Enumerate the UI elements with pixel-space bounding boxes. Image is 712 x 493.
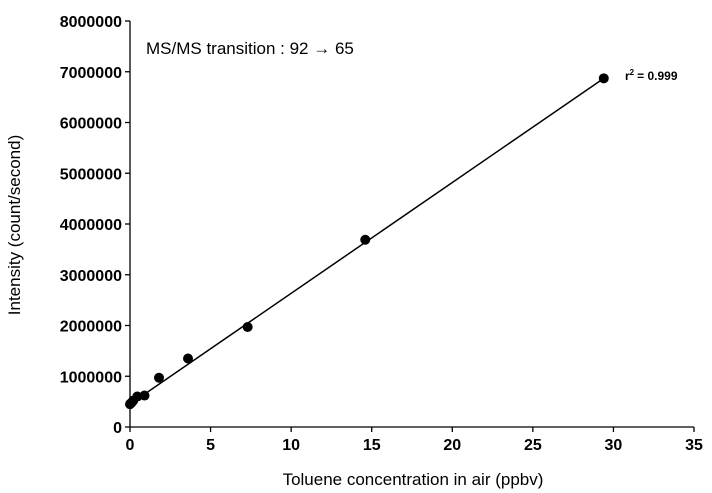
y-tick-label: 6000000: [60, 116, 122, 133]
data-point: [360, 234, 371, 245]
data-point: [242, 322, 253, 333]
x-tick-label: 30: [605, 437, 623, 454]
r-squared-value: = 0.999: [637, 69, 678, 83]
labels: Toluene concentration in air (ppbv) Inte…: [5, 39, 678, 489]
y-tick-label: 0: [113, 420, 122, 437]
data-point: [139, 390, 150, 401]
y-tick-label: 8000000: [60, 14, 122, 31]
x-tick-label: 10: [282, 437, 300, 454]
x-axis-title: Toluene concentration in air (ppbv): [283, 470, 544, 489]
y-tick-label: 2000000: [60, 319, 122, 336]
y-tick-label: 4000000: [60, 217, 122, 234]
r-squared-r: r: [625, 69, 630, 83]
y-tick-label: 3000000: [60, 268, 122, 285]
r-squared-superscript: 2: [630, 68, 635, 77]
r-squared-label: r2 = 0.999: [625, 68, 678, 83]
data-point: [154, 372, 165, 383]
x-tick-label: 5: [206, 437, 215, 454]
x-tick-label: 35: [685, 437, 703, 454]
x-tick-label: 20: [443, 437, 461, 454]
transition-annotation: MS/MS transition : 92 → 65: [146, 39, 354, 58]
y-tick-label: 1000000: [60, 369, 122, 386]
x-tick-label: 0: [126, 437, 135, 454]
y-tick-label: 7000000: [60, 65, 122, 82]
y-axis-title: Intensity (count/second): [5, 135, 24, 315]
x-tick-label: 15: [363, 437, 381, 454]
y-tick-label: 5000000: [60, 166, 122, 183]
data-point: [598, 73, 609, 84]
data-point: [183, 353, 194, 364]
axes: 0 1000000 2000000 3000000 4000000 5000000 6000…: [60, 14, 703, 454]
x-tick-label: 25: [524, 437, 542, 454]
data-points: [125, 73, 609, 410]
